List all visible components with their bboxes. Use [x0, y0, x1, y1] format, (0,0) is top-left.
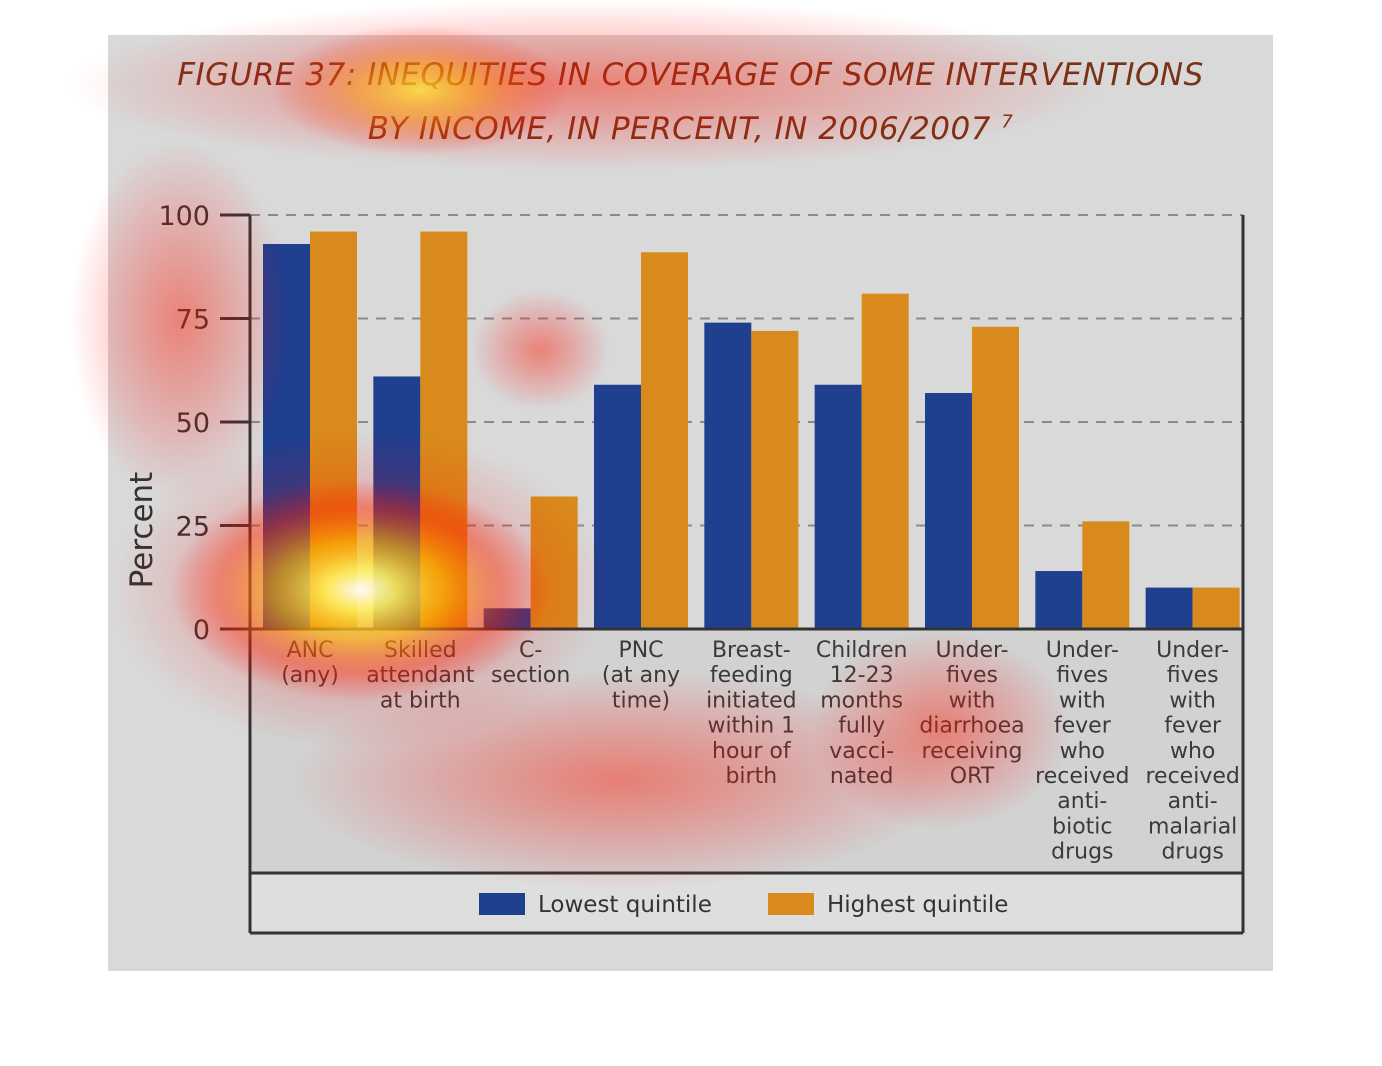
y-tick-label: 75 [176, 305, 210, 336]
category-label: Under-fives with fever who received anti-mala… [1145, 638, 1239, 865]
bar-highest-quintile [641, 252, 688, 629]
bar-highest-quintile [751, 330, 799, 629]
category-label-line: drugs [1161, 840, 1223, 865]
bar-lowest-quintile [263, 243, 310, 630]
bar-lowest-quintile [1145, 587, 1193, 629]
bar-lowest-quintile [814, 384, 862, 629]
bar-highest-quintile [420, 231, 468, 629]
category-label-line: nated [830, 764, 894, 789]
bar-highest-quintile [530, 496, 578, 629]
bar-lowest-quintile [925, 393, 972, 629]
category-label-line: who [1170, 739, 1215, 764]
category-label-line: vacci- [829, 739, 894, 764]
bar-highest-quintile [1082, 521, 1130, 629]
y-tick-label: 50 [176, 408, 210, 439]
category-label-line: received [1035, 764, 1129, 789]
category-label-line: with [1169, 688, 1216, 713]
bar-highest-quintile [972, 326, 1019, 629]
category-label-line: who [1060, 739, 1105, 764]
category-label-line: received [1145, 764, 1239, 789]
category-label: ANC (any) [281, 638, 339, 688]
category-label-line: Children [816, 638, 908, 663]
bar-highest-quintile [310, 231, 357, 629]
category-label-line: anti- [1168, 789, 1218, 814]
legend-label-highest: Highest quintile [827, 892, 1008, 918]
category-label-line: with [949, 688, 996, 713]
y-axis-title: Percent [124, 472, 160, 589]
category-label-line: fully [838, 714, 885, 739]
category-label-line: drugs [1051, 840, 1113, 865]
category-label-line: fives [1056, 663, 1108, 688]
category-label-line: with [1059, 688, 1106, 713]
bar-highest-quintile [1192, 587, 1240, 629]
bar-lowest-quintile [704, 322, 752, 629]
y-tick-label: 25 [176, 512, 210, 543]
category-label-line: ORT [950, 764, 995, 789]
category-label-line: C- [519, 638, 542, 663]
category-label-line: birth [725, 764, 777, 789]
category-label-line: 12-23 [830, 663, 894, 688]
legend-swatch-lowest [479, 893, 525, 915]
category-label-line: fever [1054, 714, 1112, 739]
category-label-line: hour of [712, 739, 792, 764]
category-label-line: biotic [1052, 814, 1112, 839]
y-tick-label: 0 [193, 615, 210, 646]
category-label-line: fives [946, 663, 998, 688]
category-label-line: (any) [281, 663, 339, 688]
category-label-line: Under- [1156, 638, 1229, 663]
category-label-line: ANC [287, 638, 334, 663]
legend-swatch-highest [768, 893, 814, 915]
category-label-line: anti- [1057, 789, 1107, 814]
category-label-line: Skilled [384, 638, 457, 663]
y-tick-label: 100 [158, 201, 210, 232]
category-label-line: fives [1167, 663, 1219, 688]
legend-panel [250, 873, 1243, 933]
legend-label-lowest: Lowest quintile [538, 892, 712, 918]
category-label-line: Breast- [712, 638, 791, 663]
category-label-line: initiated [706, 688, 797, 713]
category-label-line: Under- [1046, 638, 1119, 663]
category-label-line: feeding [710, 663, 793, 688]
category-label-line: months [820, 688, 903, 713]
category-label-line: fever [1164, 714, 1222, 739]
bar-lowest-quintile [373, 376, 421, 629]
category-label-line: within 1 [707, 714, 795, 739]
category-label-line: at birth [380, 688, 461, 713]
category-label-line: malarial [1148, 814, 1237, 839]
category-label-line: PNC [618, 638, 663, 663]
bar-lowest-quintile [483, 608, 531, 629]
category-label-line: Under- [935, 638, 1008, 663]
bar-lowest-quintile [1035, 571, 1083, 629]
category-label-line: time) [612, 688, 670, 713]
bar-highest-quintile [861, 293, 909, 629]
category-label-line: section [491, 663, 570, 688]
category-label-line: (at any [602, 663, 680, 688]
bar-lowest-quintile [594, 384, 641, 629]
category-label-line: diarrhoea [919, 714, 1024, 739]
category-label-line: receiving [922, 739, 1023, 764]
category-label-line: attendant [366, 663, 475, 688]
